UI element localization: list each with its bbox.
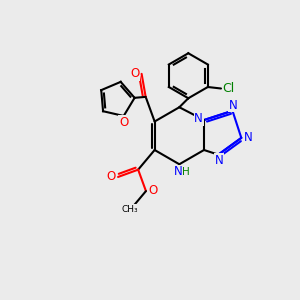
Text: N: N bbox=[244, 131, 252, 144]
Text: N: N bbox=[173, 165, 182, 178]
Text: O: O bbox=[130, 67, 140, 80]
Text: O: O bbox=[148, 184, 157, 197]
Text: O: O bbox=[107, 170, 116, 183]
Text: CH₃: CH₃ bbox=[122, 205, 138, 214]
Text: N: N bbox=[229, 99, 238, 112]
Text: N: N bbox=[214, 154, 223, 166]
Text: N: N bbox=[194, 112, 203, 125]
Text: Cl: Cl bbox=[223, 82, 235, 95]
Text: O: O bbox=[119, 116, 128, 129]
Text: H: H bbox=[182, 167, 190, 177]
